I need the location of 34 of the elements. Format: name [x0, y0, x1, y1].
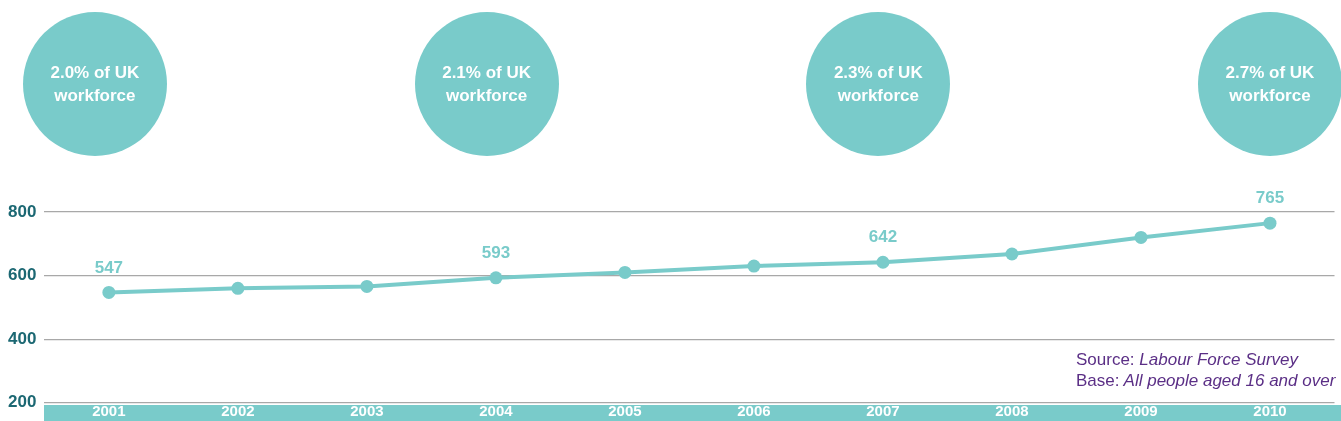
- annotation: Source: Labour Force Survey: [1076, 349, 1299, 369]
- x-tick-label: 2010: [1253, 401, 1287, 419]
- y-tick-label: 400: [7, 328, 37, 348]
- annotation: Base: All people aged 16 and over: [1076, 370, 1336, 390]
- x-tick-label: 2007: [866, 401, 900, 419]
- point: [360, 279, 374, 293]
- text: 2.1% of UK workforce: [441, 62, 532, 107]
- text: 2.0% of UK workforce: [49, 62, 141, 107]
- x-tick-label: 2001: [92, 401, 126, 419]
- text: 2.3% of UK workforce: [832, 62, 924, 107]
- point: [102, 285, 116, 299]
- text: 2.7% of UK workforce: [1224, 62, 1316, 107]
- point: [1263, 216, 1277, 230]
- x-tick-label: 2003: [350, 401, 384, 419]
- y-tick-label: 600: [7, 265, 37, 285]
- y-tick-label: 200: [7, 392, 37, 412]
- x-tick-label: 2004: [479, 401, 514, 419]
- point: [618, 265, 632, 279]
- point: [1134, 230, 1148, 244]
- point: [1005, 247, 1019, 261]
- point: [747, 259, 761, 273]
- data-label: 547: [94, 257, 124, 277]
- point: [876, 255, 890, 269]
- data-label: 765: [1255, 188, 1285, 208]
- point: [231, 281, 245, 295]
- x-tick-label: 2009: [1124, 401, 1158, 419]
- x-tick-label: 2005: [608, 401, 642, 419]
- data-label: 642: [868, 227, 898, 247]
- point: [489, 271, 503, 285]
- x-tick-label: 2006: [737, 401, 771, 419]
- x-tick-label: 2008: [995, 401, 1029, 419]
- y-tick-label: 800: [7, 201, 37, 221]
- x-tick-label: 2002: [221, 401, 255, 419]
- data-label: 593: [481, 243, 511, 263]
